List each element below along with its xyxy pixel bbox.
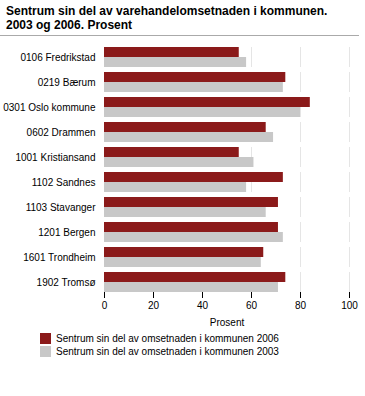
svg-text:1103 Stavanger: 1103 Stavanger [26,202,97,213]
svg-text:40: 40 [197,300,209,311]
html-text:Sentrum sin del av omsetnaden: Sentrum sin del av omsetnaden i kommunen… [56,333,279,344]
svg-text:1902 Tromsø: 1902 Tromsø [37,277,96,288]
svg-text:0301 Oslo kommune: 0301 Oslo kommune [3,102,96,113]
svg-text:60: 60 [246,300,258,311]
svg-text:1201 Bergen: 1201 Bergen [38,227,95,238]
html-text:Sentrum sin del av varehandelo: Sentrum sin del av varehandelomsetnaden … [6,4,328,18]
svg-text:0219 Bærum: 0219 Bærum [38,77,96,88]
html-text:2003 og 2006. Prosent: 2003 og 2006. Prosent [6,18,133,32]
svg-text:80: 80 [295,300,307,311]
svg-text:1601 Trondheim: 1601 Trondheim [23,252,95,263]
svg-text:Prosent: Prosent [210,317,245,328]
svg-text:100: 100 [341,300,358,311]
html-text:Sentrum sin del av omsetnaden: Sentrum sin del av omsetnaden i kommunen… [56,346,279,357]
svg-text:0: 0 [102,300,108,311]
svg-text:20: 20 [148,300,160,311]
svg-text:1102 Sandnes: 1102 Sandnes [32,177,96,188]
svg-text:0106 Fredrikstad: 0106 Fredrikstad [20,52,95,63]
svg-text:0602 Drammen: 0602 Drammen [27,127,96,138]
svg-text:1001 Kristiansand: 1001 Kristiansand [15,152,95,163]
